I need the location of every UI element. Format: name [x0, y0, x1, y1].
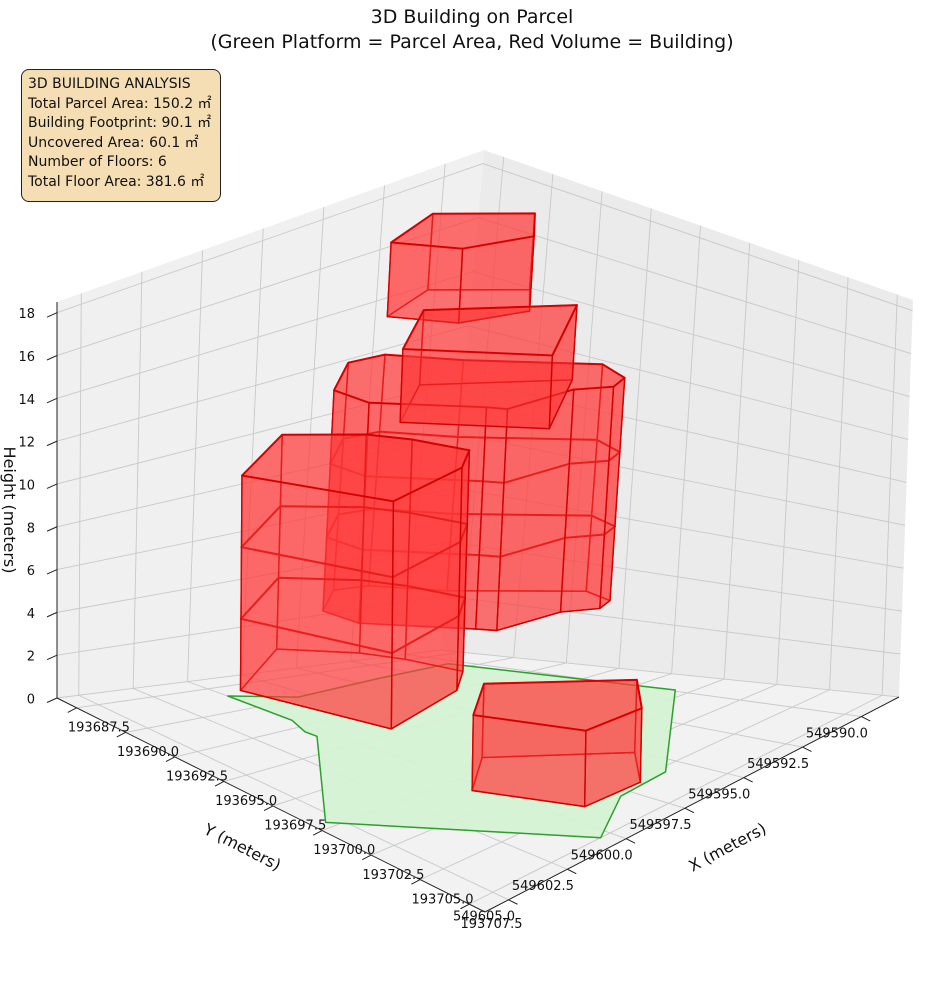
z-tick-mark	[46, 611, 58, 618]
chart-title: 3D Building on Parcel	[370, 6, 574, 28]
x-axis-line	[56, 697, 486, 913]
x-tick-label: 193695.0	[215, 794, 277, 809]
x-tick-label: 193700.0	[313, 843, 375, 858]
z-grid-yz	[56, 163, 483, 314]
x-tick-label: 193707.5	[461, 917, 523, 932]
y-tick-label: 549605.0	[453, 910, 515, 925]
y-tick-mark	[684, 807, 695, 814]
z-grid-yz	[56, 325, 469, 442]
z-grid-xz	[439, 649, 900, 698]
building-wall	[399, 348, 553, 430]
building-wall	[390, 467, 463, 730]
y-tick-label: 549600.0	[571, 849, 633, 864]
building-wall	[584, 707, 643, 808]
x-grid-wall	[723, 242, 751, 680]
x-tick-label: 193690.0	[117, 745, 179, 760]
z-grid-xz	[482, 163, 913, 312]
info-line-parcel-area: Total Parcel Area: 150.2 ㎡	[28, 95, 212, 112]
x-grid-wall	[776, 260, 800, 685]
x-grid-wall	[618, 208, 652, 669]
z-tick-mark	[46, 483, 58, 489]
analysis-info-box: 3D BUILDING ANALYSIS Total Parcel Area: …	[21, 69, 221, 202]
z-tick-mark	[46, 397, 58, 404]
x-grid-wall	[671, 225, 701, 674]
x-grid-wall	[881, 294, 898, 696]
building-roof	[401, 304, 578, 357]
y-grid-wall	[132, 271, 143, 689]
z-tick-mark	[46, 697, 58, 703]
z-grid-xz	[477, 217, 912, 355]
y-tick-label: 549602.5	[512, 879, 574, 894]
x-tick-label: 193687.5	[68, 721, 130, 736]
info-line-uncovered: Uncovered Area: 60.1 ㎡	[28, 134, 199, 151]
y-tick-label: 549592.5	[747, 757, 809, 772]
x-tick-mark	[67, 707, 77, 713]
z-tick-label: 18	[18, 307, 35, 322]
y-tick-mark	[508, 899, 518, 905]
z-tick-mark	[46, 440, 58, 447]
y-grid-wall	[78, 293, 82, 696]
y-tick-mark	[625, 838, 636, 844]
x-axis-label: X (meters)	[685, 819, 769, 876]
x-tick-label: 193702.5	[362, 868, 424, 883]
y-tick-mark	[802, 746, 812, 753]
z-tick-label: 16	[18, 350, 35, 365]
z-tick-mark	[46, 312, 58, 318]
y-tick-label: 549590.0	[806, 726, 868, 741]
z-tick-mark	[46, 355, 58, 361]
x-tick-mark	[165, 756, 176, 762]
z-tick-label: 4	[27, 607, 35, 622]
axis-lines	[56, 302, 900, 913]
scene	[227, 212, 677, 839]
z-tick-label: 14	[18, 393, 35, 408]
z-tick-label: 10	[18, 478, 35, 493]
y-tick-mark	[743, 777, 753, 783]
z-tick-mark	[46, 569, 58, 575]
y-grid-floor	[78, 694, 509, 901]
z-tick-label: 8	[27, 521, 35, 536]
x-tick-mark	[362, 854, 372, 861]
x-tick-mark	[214, 780, 225, 787]
x-tick-mark	[116, 731, 126, 738]
x-tick-label: 193697.5	[264, 819, 326, 834]
z-tick-label: 0	[27, 693, 35, 708]
x-tick-mark	[263, 805, 274, 812]
building-wall	[386, 241, 464, 324]
z-tick-mark	[46, 526, 58, 532]
y-tick-mark	[861, 716, 871, 722]
info-heading: 3D BUILDING ANALYSIS	[28, 76, 191, 92]
x-tick-label: 193705.0	[412, 892, 474, 907]
x-grid-floor	[469, 694, 883, 905]
x-grid-wall	[829, 277, 849, 690]
y-grid-wall	[187, 250, 204, 682]
y-tick-mark	[567, 868, 577, 875]
axis-ticks: 193687.5 193690.0 193692.5 193695.0 193697.5…	[18, 307, 871, 932]
y-tick-label: 549595.0	[688, 787, 750, 802]
z-tick-label: 2	[27, 650, 35, 665]
x-tick-mark	[312, 830, 323, 836]
x-tick-mark	[411, 879, 421, 885]
chart-subtitle: (Green Platform = Parcel Area, Red Volum…	[210, 31, 734, 53]
y-axis-line	[484, 696, 900, 913]
z-axis-label: Height (meters)	[0, 447, 19, 574]
z-tick-label: 12	[18, 436, 35, 451]
z-grid-xz	[473, 271, 910, 398]
z-tick-label: 6	[27, 564, 35, 579]
info-line-floors: Number of Floors: 6	[28, 154, 167, 171]
building-wall	[239, 474, 395, 730]
info-line-floor-area: Total Floor Area: 381.6 ㎡	[28, 173, 205, 190]
building-wall	[471, 714, 587, 808]
x-tick-label: 193692.5	[166, 770, 228, 785]
info-line-footprint: Building Footprint: 90.1 ㎡	[28, 115, 212, 132]
z-tick-mark	[46, 654, 58, 661]
y-tick-label: 549597.5	[629, 818, 691, 833]
x-tick-mark	[460, 903, 470, 910]
